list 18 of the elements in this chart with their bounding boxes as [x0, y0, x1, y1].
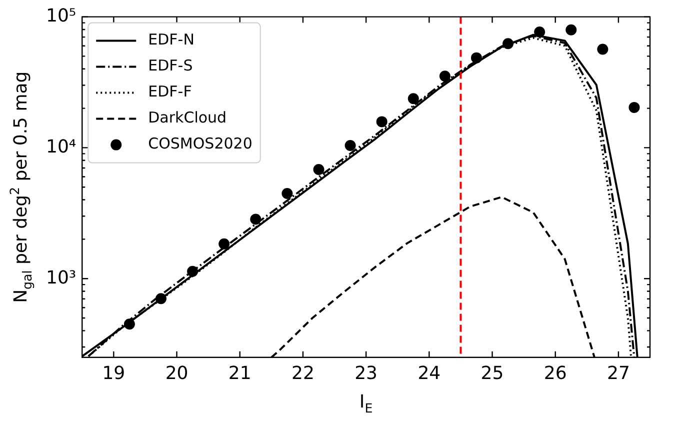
x-tick-label: 24: [418, 362, 441, 384]
x-tick-label: 27: [607, 362, 630, 384]
legend-label: DarkCloud: [148, 108, 227, 127]
legend-label: COSMOS2020: [148, 134, 252, 153]
x-tick-label: 26: [544, 362, 567, 384]
x-tick-label: 23: [354, 362, 378, 384]
legend-label: EDF-N: [148, 30, 194, 49]
x-tick-label: 25: [480, 362, 504, 384]
legend-label: EDF-F: [148, 82, 192, 101]
x-tick-label: 21: [228, 362, 252, 384]
x-tick-label: 19: [102, 362, 126, 384]
legend-label: EDF-S: [148, 56, 193, 75]
y-tick-label: 10³: [46, 267, 76, 288]
x-tick-label: 20: [165, 362, 188, 384]
y-tick-label: 10⁵: [46, 5, 76, 26]
y-axis-title: Ngal per deg2 per 0.5 mag: [6, 71, 35, 303]
y-tick-label: 10⁴: [46, 136, 76, 158]
x-tick-label: 22: [292, 362, 314, 384]
